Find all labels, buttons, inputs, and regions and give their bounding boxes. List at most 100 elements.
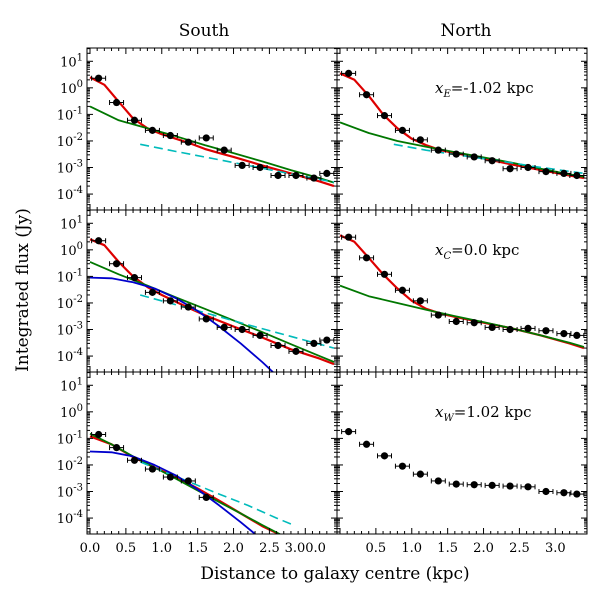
total-model-line	[89, 238, 335, 366]
data-point	[144, 465, 160, 473]
annotation-variable: x	[435, 79, 444, 97]
data-point	[430, 477, 446, 485]
y-tick-label: 100	[60, 403, 83, 421]
data-point	[162, 297, 178, 305]
data-point	[430, 311, 446, 319]
y-tick-exponent: 0	[77, 79, 83, 90]
data-point	[234, 161, 250, 170]
y-tick-exponent: 1	[77, 52, 83, 63]
x-tick-label: 2.0	[223, 541, 244, 556]
data-point	[234, 325, 250, 334]
data-point	[198, 134, 214, 142]
disk-model-line	[339, 284, 585, 348]
disk-model-line	[89, 105, 335, 184]
data-marker	[238, 325, 246, 334]
data-marker	[166, 473, 174, 481]
x-tick-label: 0.5	[366, 541, 387, 556]
panel-plot-area	[339, 69, 585, 180]
data-point	[216, 146, 232, 154]
data-marker	[202, 493, 210, 501]
data-marker	[274, 171, 282, 180]
data-marker	[470, 319, 478, 327]
panel-plot-area	[89, 237, 335, 372]
panel-annotation: xC=0.0 kpc	[435, 241, 519, 262]
data-point	[484, 481, 500, 489]
data-marker	[398, 286, 407, 294]
data-marker	[345, 233, 353, 241]
data-point	[569, 171, 585, 180]
y-tick-label: 10-4	[57, 347, 83, 365]
y-tick-label: 101	[60, 52, 83, 70]
y-tick-base: 10	[57, 297, 74, 312]
data-point	[180, 477, 196, 485]
data-point	[502, 165, 518, 173]
data-point	[162, 473, 178, 481]
column-title-south: South	[179, 21, 230, 41]
y-tick-base: 10	[57, 162, 74, 177]
data-marker	[95, 237, 103, 245]
data-point	[126, 456, 142, 464]
data-point	[394, 462, 410, 470]
y-tick-base: 10	[57, 324, 74, 339]
data-marker	[416, 470, 424, 478]
data-marker	[380, 270, 389, 278]
data-marker	[256, 163, 264, 172]
y-tick-base: 10	[57, 270, 74, 285]
data-marker	[274, 341, 282, 350]
data-marker	[488, 157, 496, 165]
data-point	[448, 480, 464, 488]
data-marker	[130, 116, 139, 124]
data-marker	[362, 91, 371, 99]
y-tick-label: 10-1	[57, 267, 83, 285]
data-marker	[345, 428, 353, 436]
data-marker	[416, 136, 424, 144]
data-point	[341, 233, 357, 241]
data-marker	[220, 323, 228, 332]
data-point	[216, 323, 232, 332]
data-point	[412, 136, 428, 144]
data-marker	[112, 444, 121, 452]
data-point	[569, 490, 585, 498]
y-tick-exponent: -3	[73, 159, 83, 170]
data-point	[126, 116, 142, 124]
data-marker	[542, 168, 550, 176]
y-tick-base: 10	[60, 217, 77, 232]
annotation-variable: x	[435, 241, 444, 259]
data-marker	[506, 325, 514, 334]
data-marker	[310, 174, 318, 182]
x-tick-label: 2.5	[259, 541, 280, 556]
data-marker	[506, 482, 514, 490]
data-marker	[573, 490, 581, 498]
x-tick-label: 2.5	[509, 541, 530, 556]
y-tick-base: 10	[57, 512, 74, 527]
data-marker	[560, 169, 568, 177]
data-point	[198, 493, 214, 501]
data-marker	[542, 487, 550, 496]
data-marker	[573, 171, 581, 180]
y-tick-base: 10	[57, 135, 74, 150]
data-point	[448, 317, 464, 326]
y-tick-label: 10-3	[57, 321, 83, 339]
data-marker	[148, 126, 157, 134]
data-point	[412, 470, 428, 478]
y-tick-base: 10	[60, 244, 77, 259]
y-tick-exponent: -2	[73, 132, 83, 143]
data-point	[466, 319, 482, 327]
data-marker	[148, 465, 157, 473]
data-point	[556, 169, 572, 177]
data-point	[91, 74, 107, 82]
data-point	[484, 323, 500, 332]
data-point	[162, 131, 178, 140]
y-axis-label: Integrated flux (Jy)	[13, 208, 33, 372]
data-point	[306, 339, 322, 347]
data-point	[341, 69, 357, 77]
y-tick-label: 10-4	[57, 185, 83, 203]
x-tick-label: 1.0	[401, 541, 422, 556]
panel-plot-area	[341, 428, 585, 498]
data-marker	[398, 126, 407, 134]
data-marker	[345, 69, 353, 77]
data-marker	[95, 74, 103, 82]
x-tick-label: 2.0	[473, 541, 494, 556]
